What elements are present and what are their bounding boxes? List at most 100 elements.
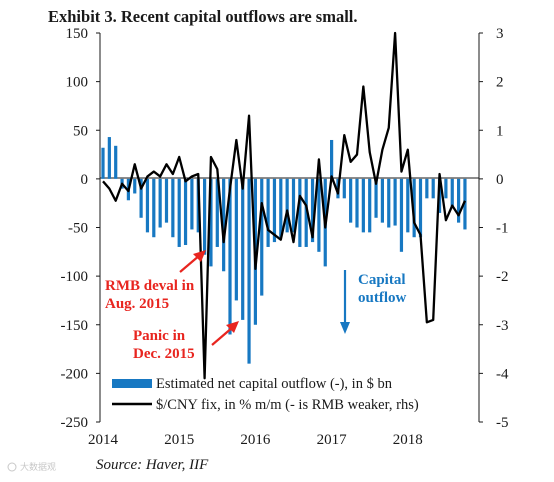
capital-outflow-line-2: outflow	[358, 290, 407, 306]
annotation-panic: Panic in Dec. 2015	[133, 321, 239, 362]
plot-area: 150 100 50 0 -50 -100 -150 -200 -250 3 2 1 0 -1 -2 -3 -…	[61, 26, 509, 448]
panic-line-2: Dec. 2015	[133, 346, 195, 362]
watermark-text: 大数据观	[20, 461, 56, 473]
bar	[291, 178, 296, 233]
rmb-deval-line-2: Aug. 2015	[105, 296, 169, 312]
x-tick-label: 2015	[164, 432, 194, 448]
x-tick-label: 2016	[240, 432, 271, 448]
left-tick-label: -150	[61, 318, 89, 334]
bar	[418, 178, 423, 238]
right-tick-label: -2	[496, 269, 509, 285]
bar	[139, 178, 143, 218]
bar	[133, 178, 137, 194]
bar	[247, 178, 251, 364]
bar	[361, 178, 365, 233]
bar	[171, 178, 175, 238]
bar	[304, 178, 308, 247]
bar	[393, 178, 397, 226]
right-tick-label: -4	[496, 366, 509, 382]
bar	[412, 178, 416, 238]
right-tick-label: -3	[496, 318, 509, 334]
capital-outflow-arrow-head	[340, 322, 350, 334]
bar	[399, 178, 404, 252]
annotation-rmb-deval: RMB deval in Aug. 2015	[105, 250, 206, 312]
left-tick-label: -100	[61, 269, 89, 285]
bar	[145, 178, 150, 233]
left-tick-label: 150	[66, 26, 89, 42]
x-tick-label: 2018	[393, 432, 423, 448]
left-tick-label: -50	[68, 221, 88, 237]
bar	[279, 178, 283, 238]
bar	[266, 178, 270, 247]
bar	[355, 178, 359, 228]
watermark-icon	[7, 462, 17, 472]
panic-arrow-head	[226, 321, 239, 333]
left-tick-label: 100	[66, 75, 89, 91]
bar	[260, 178, 264, 296]
bar	[114, 145, 118, 179]
bar	[190, 178, 194, 230]
legend: Estimated net capital outflow (-), in $ …	[112, 376, 419, 413]
legend-line-label: $/CNY fix, in % m/m (- is RMB weaker, rh…	[156, 397, 419, 413]
left-tick-label: 0	[81, 172, 89, 188]
bar	[215, 178, 219, 247]
bar	[164, 178, 169, 223]
bar	[203, 178, 207, 255]
right-tick-label: 3	[496, 26, 504, 42]
x-tick-label: 2017	[317, 432, 348, 448]
bar	[463, 178, 467, 230]
bar	[425, 178, 429, 199]
rmb-deval-arrow-head	[193, 250, 206, 262]
bar	[158, 178, 162, 228]
bar	[380, 178, 384, 223]
bar	[450, 178, 454, 209]
legend-bar-label: Estimated net capital outflow (-), in $ …	[156, 376, 393, 392]
fx-line	[102, 31, 467, 380]
left-tick-label: -200	[61, 366, 89, 382]
bar	[241, 178, 245, 320]
bar	[330, 139, 334, 179]
capital-outflow-line-1: Capital	[358, 272, 406, 288]
left-axis-ticks: 150 100 50 0 -50 -100 -150 -200 -250	[61, 26, 100, 431]
bar	[107, 137, 111, 179]
bar	[387, 178, 391, 228]
bar	[310, 178, 315, 243]
bar	[101, 147, 105, 179]
bar	[152, 178, 156, 238]
right-tick-label: 2	[496, 75, 504, 91]
left-tick-label: -250	[61, 415, 89, 431]
source-note: Source: Haver, IIF	[96, 457, 209, 473]
bar	[177, 178, 181, 247]
bar	[272, 178, 277, 243]
right-axis-ticks: 3 2 1 0 -1 -2 -3 -4 -5	[479, 26, 509, 431]
chart-title: Exhibit 3. Recent capital outflows are s…	[48, 7, 358, 26]
bar	[368, 178, 372, 233]
panic-line-1: Panic in	[133, 328, 186, 344]
bar	[349, 178, 353, 223]
panic-arrow	[211, 326, 234, 346]
annotation-capital-outflow: Capital outflow	[340, 270, 407, 334]
x-tick-label: 2014	[88, 432, 119, 448]
bar	[285, 178, 289, 233]
bar	[298, 178, 302, 247]
right-tick-label: 1	[496, 123, 504, 139]
bar	[444, 178, 448, 199]
bar	[431, 178, 435, 199]
bar	[228, 178, 232, 335]
legend-bar-swatch	[112, 379, 152, 388]
right-tick-label: -1	[496, 221, 509, 237]
bar	[209, 178, 213, 267]
bar	[317, 178, 321, 252]
x-axis-ticks: 2014 2015 2016 2017 2018	[88, 432, 423, 448]
line-series	[102, 31, 467, 380]
right-tick-label: -5	[496, 415, 509, 431]
bar	[406, 178, 410, 233]
bar	[342, 178, 346, 199]
rmb-deval-arrow	[179, 254, 201, 273]
rmb-deval-line-1: RMB deval in	[105, 278, 195, 294]
bar	[222, 178, 226, 272]
left-tick-label: 50	[73, 123, 88, 139]
bar	[374, 178, 378, 218]
bar	[183, 178, 188, 246]
